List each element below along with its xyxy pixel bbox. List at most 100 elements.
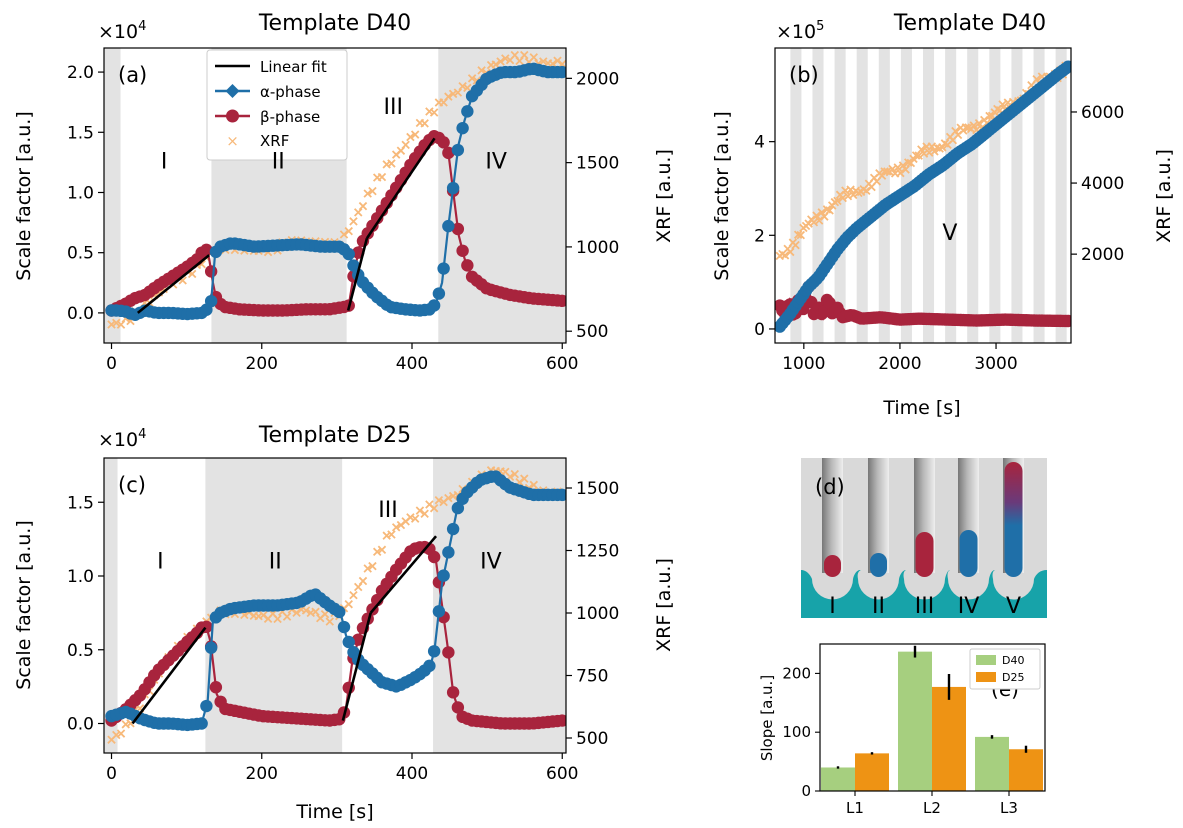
- beta-phase-point: [451, 222, 465, 236]
- region-label-II: II: [269, 550, 282, 575]
- measurement-stripe-8: [945, 48, 957, 343]
- xrf-point: [838, 193, 847, 203]
- xrf-point: [780, 251, 790, 260]
- y-tick-label: 0: [754, 320, 765, 340]
- y-tick-label: 0.5: [67, 244, 94, 264]
- measurement-stripe-11: [1011, 48, 1023, 343]
- phase-region-shade-1: [104, 458, 118, 753]
- x-tick-label: 400: [396, 764, 428, 784]
- linear-fit-2: [346, 237, 369, 311]
- y2-tick-label: 1250: [576, 542, 619, 562]
- xrf-point: [339, 230, 349, 239]
- measurement-stripe-10: [989, 48, 1001, 343]
- alpha-phase-point: [195, 717, 208, 730]
- panel-c-y2label: XRF [a.u.]: [653, 558, 675, 652]
- xrf-point: [320, 609, 330, 619]
- panel-a-legend: Linear fit α-phase β-phase × XRF: [206, 49, 348, 161]
- y-tick-label: 0: [801, 782, 811, 800]
- legend-beta-label: β-phase: [260, 108, 320, 126]
- beta-phase-point: [556, 714, 566, 727]
- xrf-point: [520, 474, 529, 483]
- y2-tick-label: 1000: [576, 604, 619, 624]
- y2-tick-label: 750: [576, 667, 608, 687]
- linear-fit-3: [365, 137, 436, 239]
- xrf-point: [914, 151, 923, 160]
- panel-a-title: Template D40: [258, 11, 411, 36]
- panel-a-plot-area: [105, 50, 566, 329]
- xrf-point: [796, 230, 806, 240]
- alpha-phase-point: [432, 605, 446, 618]
- x-tick-label: 600: [546, 764, 578, 784]
- measurement-stripe-1: [790, 48, 802, 343]
- panel-c-plot-area: [105, 466, 566, 744]
- alpha-phase-point: [432, 287, 446, 300]
- alpha-phase-point: [556, 488, 566, 502]
- xrf-point: [814, 216, 824, 225]
- alpha-phase-point: [347, 259, 360, 272]
- xrf-point: [358, 576, 368, 586]
- xrf-point: [786, 247, 795, 257]
- xrf-point: [363, 564, 372, 573]
- xrf-point: [548, 59, 557, 69]
- alpha-phase-point: [342, 635, 355, 649]
- xrf-point: [938, 143, 947, 152]
- xrf-point: [453, 88, 463, 97]
- xrf-point: [434, 495, 444, 505]
- xrf-point: [415, 506, 425, 515]
- legend-d25-label: D25: [1002, 671, 1024, 684]
- xrf-point: [862, 186, 871, 196]
- panel-b-xlabel: Time [s]: [882, 397, 960, 419]
- alpha-phase-point: [204, 641, 218, 654]
- xrf-point: [387, 159, 396, 168]
- x-tick-label: 200: [246, 354, 278, 374]
- stage-label-4: IV: [958, 594, 980, 619]
- linear-fit-1: [131, 626, 207, 725]
- panel-b-multiplier: ×105: [776, 19, 824, 43]
- x-tick-label: 0: [106, 354, 117, 374]
- xrf-point: [930, 147, 939, 156]
- xrf-point: [391, 523, 401, 532]
- deposit-stage-4: [959, 530, 978, 577]
- xrf-point: [529, 53, 539, 62]
- beta-phase-point: [556, 294, 566, 308]
- stage-label-5: V: [1006, 594, 1021, 619]
- panel-b-title: Template D40: [893, 11, 1046, 36]
- stage-label-1: I: [829, 594, 836, 619]
- xrf-point: [501, 54, 510, 63]
- panel-a-ylabel: Scale factor [a.u.]: [13, 111, 35, 280]
- y-tick-label: 0.5: [67, 641, 94, 661]
- y-tick-label: 0.0: [67, 304, 94, 324]
- xrf-point: [791, 240, 800, 250]
- xrf-point: [477, 66, 486, 75]
- linear-fit-2: [341, 612, 372, 721]
- x-tick-label: 3000: [974, 354, 1017, 374]
- x-tick-label: 2000: [878, 354, 921, 374]
- phase-region-shade-1: [104, 48, 121, 343]
- xrf-point: [368, 561, 377, 571]
- xrf-point: [358, 201, 368, 211]
- linear-fit-3: [369, 535, 438, 614]
- xrf-point: [444, 92, 453, 101]
- panel-c-title: Template D25: [258, 423, 411, 448]
- alpha-phase-point: [423, 659, 436, 673]
- bar-D40-L1: [821, 767, 855, 791]
- panel-c-axes: 0 200 400 600 0.0 0.5 1.0 1.5 500 750 1000 1250 1500: [67, 479, 619, 784]
- panel-e-legend: D40 D25: [969, 648, 1041, 690]
- alpha-phase-point: [461, 105, 474, 118]
- xrf-point: [998, 100, 1007, 109]
- deposit-stage-5: [1004, 462, 1023, 577]
- panel-c-xlabel: Time [s]: [295, 801, 373, 823]
- alpha-phase-point: [556, 65, 566, 79]
- y2-tick-label: 500: [576, 729, 608, 749]
- y-tick-label: 2.0: [67, 63, 94, 83]
- xrf-point: [833, 196, 842, 206]
- alpha-phase-point: [442, 219, 455, 233]
- panel-e-axes: L1 L2 L3 0 100 200: [782, 664, 1018, 817]
- xrf-point: [387, 530, 396, 539]
- alpha-phase-point: [200, 699, 213, 713]
- xrf-point: [429, 108, 439, 117]
- xrf-point: [410, 514, 420, 523]
- xrf-point: [363, 189, 372, 198]
- bar-D25-L3: [1009, 749, 1043, 791]
